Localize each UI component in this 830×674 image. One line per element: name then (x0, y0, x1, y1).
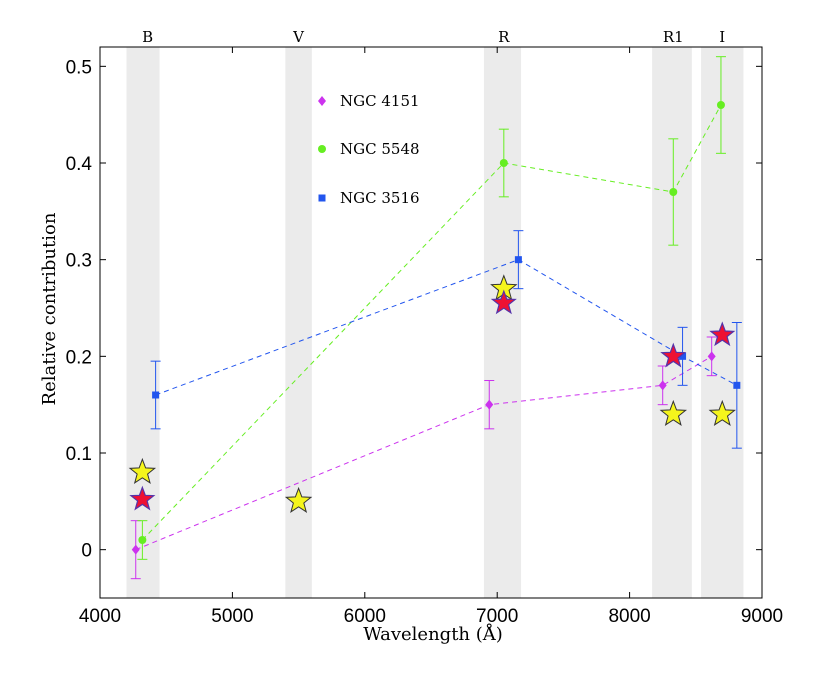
y-tick-label: 0.2 (66, 347, 92, 368)
plot-frame (99, 46, 763, 599)
data-point (485, 399, 494, 410)
series-lines-layer (135, 104, 738, 551)
data-point (152, 391, 160, 399)
x-axis-label: Wavelength (Å) (363, 623, 503, 645)
data-point (669, 188, 678, 196)
series-line (135, 355, 712, 551)
stars-layer (128, 274, 736, 513)
star-marker-yellow (708, 399, 736, 426)
markers-layer (131, 101, 741, 555)
band-label-R: R (498, 28, 510, 46)
y-tick-label: 0.3 (66, 251, 92, 272)
data-point (499, 159, 508, 167)
band-label-R1: R1 (663, 28, 684, 46)
band-label-B: B (142, 28, 153, 46)
x-tick-label: 8000 (608, 606, 650, 627)
axis-ticks-layer: 4000 5000 6000 7000 8000 9000 0 0.1 0.2 0.3 0.4 0.5 (66, 47, 783, 627)
band-V (285, 47, 312, 598)
legend-label: NGC 5548 (340, 140, 420, 158)
band-label-I: I (719, 28, 725, 46)
data-point (716, 101, 725, 109)
legend-marker (318, 145, 326, 153)
legend-label: NGC 3516 (340, 189, 420, 207)
star-marker-red (129, 485, 156, 511)
x-tick-label: 6000 (344, 606, 386, 627)
x-tick-label: 9000 (741, 606, 783, 627)
band-R1 (652, 47, 692, 598)
data-point (138, 536, 147, 544)
y-tick-label: 0.1 (66, 444, 92, 465)
star-marker-red (490, 289, 517, 315)
band-B (126, 47, 160, 598)
legend-marker (318, 96, 326, 106)
star-marker-yellow (128, 457, 157, 484)
star-marker-yellow (659, 399, 688, 426)
data-point (514, 256, 522, 264)
y-axis-label: Relative contribution (39, 212, 60, 405)
data-point (131, 544, 140, 555)
legend: NGC 4151 NGC 5548 NGC 3516 (318, 92, 420, 207)
series-line (142, 104, 722, 541)
y-tick-label: 0.5 (66, 57, 92, 78)
y-tick-label: 0 (81, 541, 92, 562)
y-tick-label: 0.4 (66, 154, 93, 175)
x-tick-label: 5000 (211, 606, 253, 627)
star-marker-red (709, 321, 736, 347)
data-point (679, 352, 687, 360)
star-marker-red (660, 342, 687, 368)
data-point (658, 380, 667, 391)
legend-marker (318, 194, 326, 202)
x-tick-label: 4000 (79, 606, 121, 627)
x-tick-label: 7000 (476, 606, 518, 627)
data-point (733, 381, 741, 389)
star-marker-yellow (284, 486, 313, 513)
legend-label: NGC 4151 (340, 92, 420, 110)
data-point (707, 351, 716, 362)
band-label-V: V (292, 28, 305, 46)
band-shading-layer: B V R R1 I (126, 28, 744, 598)
series-line (155, 259, 738, 396)
error-bars-layer (130, 56, 742, 580)
band-R (483, 47, 522, 598)
